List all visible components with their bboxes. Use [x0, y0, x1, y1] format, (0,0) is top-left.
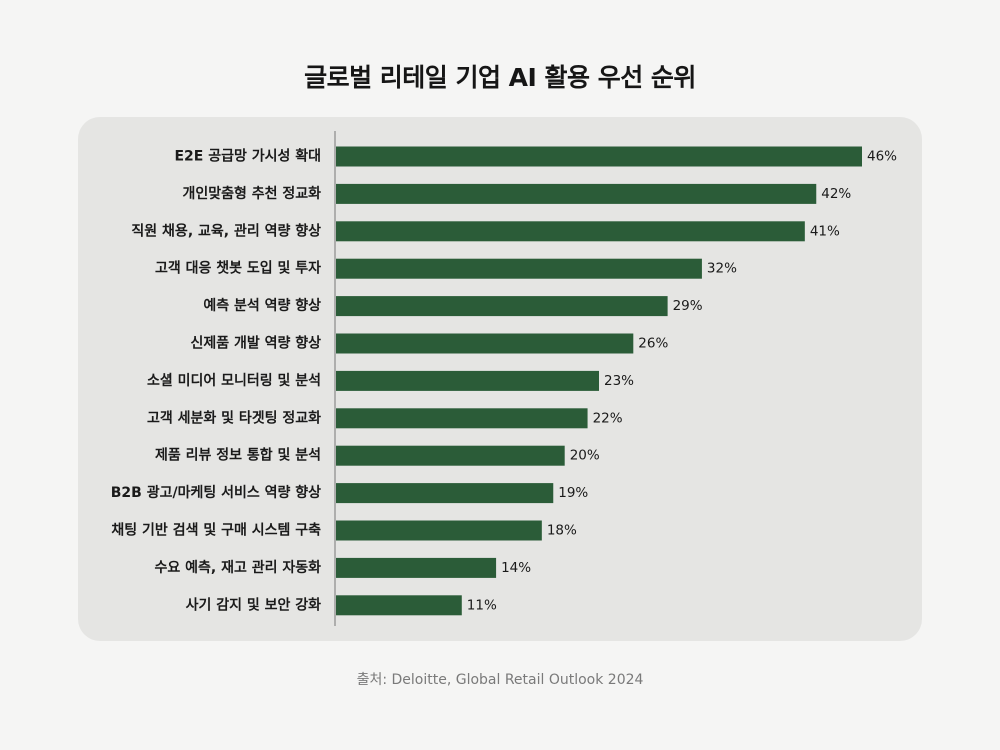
category-label: 직원 채용, 교육, 관리 역량 향상 [131, 222, 321, 239]
bar [336, 258, 702, 279]
value-label: 19% [558, 485, 588, 501]
bar [336, 520, 542, 541]
value-label: 32% [707, 261, 737, 277]
value-label: 18% [547, 523, 577, 539]
value-label: 20% [570, 448, 600, 464]
category-label: B2B 광고/마케팅 서비스 역량 향상 [111, 484, 321, 501]
value-label: 46% [867, 149, 897, 165]
category-label: 신제품 개발 역량 향상 [190, 335, 321, 352]
category-label: 수요 예측, 재고 관리 자동화 [155, 559, 322, 576]
value-label: 29% [673, 298, 703, 314]
value-label: 41% [810, 223, 840, 239]
value-label: 42% [821, 186, 851, 202]
bar [336, 370, 599, 391]
category-label: 제품 리뷰 정보 통합 및 분석 [155, 447, 321, 464]
value-label: 26% [638, 336, 668, 352]
bar [336, 483, 554, 504]
bar [336, 146, 862, 167]
category-label: 개인맞춤형 추천 정교화 [182, 185, 321, 202]
category-label: E2E 공급망 가시성 확대 [174, 148, 321, 165]
category-label: 고객 대응 챗봇 도입 및 투자 [155, 260, 321, 277]
bar [336, 183, 817, 204]
bar [336, 408, 588, 429]
bar [336, 445, 565, 466]
bar [336, 595, 462, 616]
bar [336, 557, 497, 578]
category-label: 채팅 기반 검색 및 구매 시스템 구축 [111, 522, 321, 539]
bar [336, 296, 668, 317]
category-label: 예측 분석 역량 향상 [203, 297, 321, 314]
value-label: 11% [467, 597, 497, 613]
value-label: 14% [501, 560, 531, 576]
category-label: 사기 감지 및 보안 강화 [186, 596, 322, 613]
value-label: 22% [593, 410, 623, 426]
chart-title: 글로벌 리테일 기업 AI 활용 우선 순위 [304, 63, 696, 92]
value-label: 23% [604, 373, 634, 389]
category-label: 소셜 미디어 모니터링 및 분석 [147, 372, 321, 389]
source-note: 출처: Deloitte, Global Retail Outlook 2024 [356, 672, 644, 688]
category-label: 고객 세분화 및 타겟팅 정교화 [147, 409, 321, 426]
bar [336, 221, 805, 242]
bar [336, 333, 634, 354]
